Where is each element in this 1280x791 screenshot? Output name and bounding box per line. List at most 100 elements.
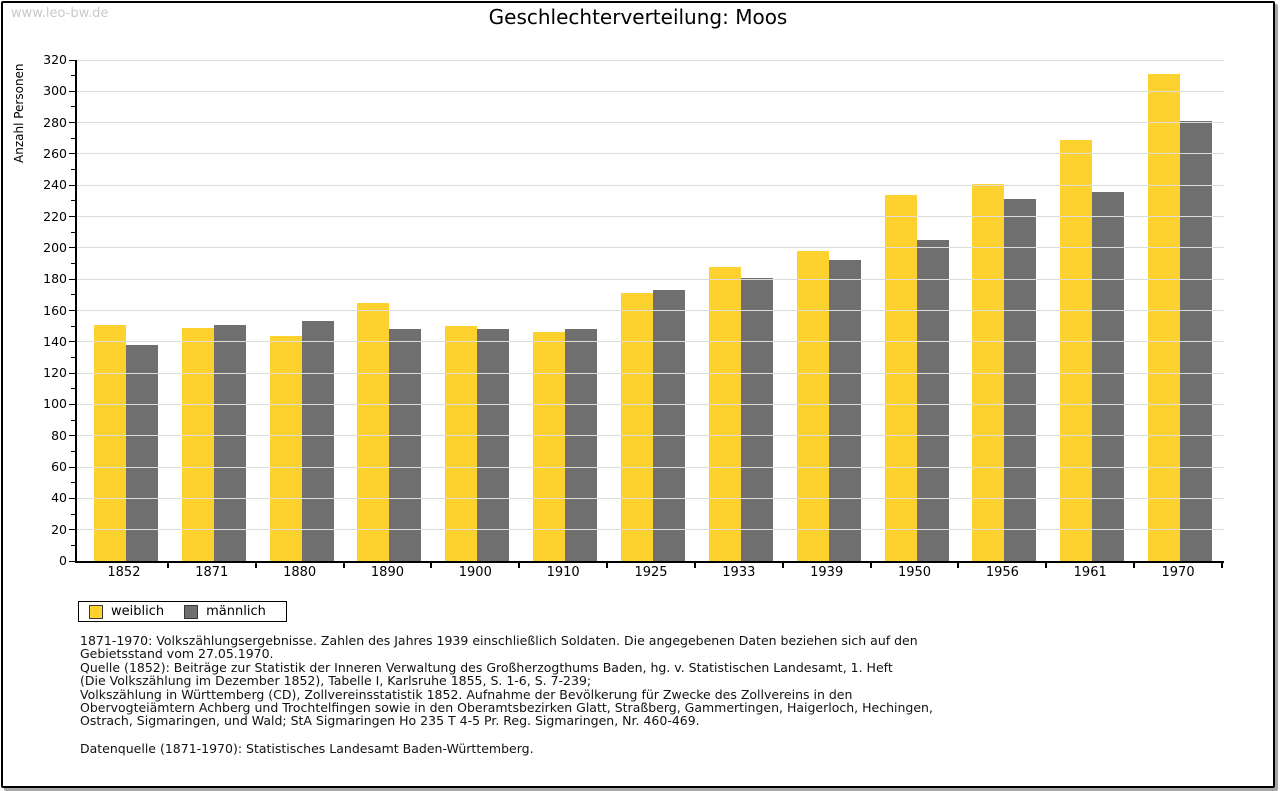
y-major-tick [69,435,75,437]
x-tick-label: 1933 [722,565,756,580]
bar-group-1910 [521,60,609,561]
y-tick-label: 260 [43,145,67,161]
y-tick-label: 220 [43,208,67,224]
footnote-line: Volkszählung in Württemberg (CD), Zollve… [80,686,853,702]
y-tick-label: 140 [43,333,67,349]
legend-label: männlich [206,604,266,619]
y-minor-tick [71,325,75,327]
y-tick-label: 60 [51,459,67,475]
x-tick [1045,563,1048,568]
bar-männlich-1925 [652,290,685,561]
bar-group-1890 [346,60,434,561]
y-major-tick [69,122,75,124]
y-major-tick [69,560,75,562]
gridline [77,122,1224,124]
x-tick [957,563,960,568]
gridline [77,341,1224,343]
bar-group-1871 [170,60,258,561]
bar-weiblich-1890 [357,302,390,561]
y-minor-tick [71,169,75,171]
bar-männlich-1939 [828,260,861,561]
bar-weiblich-1933 [708,266,741,561]
y-minor-tick [71,450,75,452]
y-minor-tick [71,137,75,139]
y-major-tick [69,497,75,499]
y-tick-label: 0 [59,553,67,568]
bar-weiblich-1970 [1148,74,1181,561]
x-tick [693,563,696,568]
y-minor-tick [71,75,75,77]
y-major-tick [69,247,75,249]
gridline [77,497,1224,499]
chart-title: Geschlechterverteilung: Moos [488,5,788,29]
y-major-tick [69,341,75,343]
datasource-line: Datenquelle (1871-1970): Statistisches L… [80,740,534,756]
x-tick-label: 1910 [546,565,580,580]
bar-weiblich-1950 [884,194,917,561]
y-major-tick [69,153,75,155]
y-minor-tick [71,388,75,390]
bar-weiblich-1880 [269,335,302,561]
x-tick-label: 1956 [985,565,1019,580]
x-tick-label: 1890 [370,565,404,580]
gridline [77,466,1224,468]
x-tick-label: 1900 [458,565,492,580]
x-axis-labels: 1852 1871 1880 1890 1900 1910 1925 1933 1939 1950… [80,565,1222,580]
legend-swatch-weiblich [89,604,103,619]
x-tick-label: 1880 [283,565,317,580]
legend-label: weiblich [111,604,165,619]
bar-männlich-1880 [301,321,334,561]
bar-group-1933 [697,60,785,561]
y-minor-tick [71,482,75,484]
x-tick [518,563,521,568]
x-tick [1221,563,1223,568]
y-major-tick [69,372,75,374]
x-tick-label: 1939 [810,565,844,580]
y-minor-tick [71,356,75,358]
bar-männlich-1950 [916,240,949,561]
gridline [77,403,1224,405]
bar-weiblich-1910 [533,332,566,561]
x-tick-label: 1871 [195,565,229,580]
bar-weiblich-1925 [620,293,653,561]
x-tick-label: 1925 [634,565,668,580]
x-tick [166,563,169,568]
y-tick-label: 280 [43,114,67,130]
bar-weiblich-1871 [181,327,214,561]
y-tick-label: 120 [43,365,67,381]
y-tick-label: 20 [51,521,67,537]
footnote-lines: 1871-1970: Volkszählungsergebnisse. Zahl… [80,634,933,728]
bar-männlich-1910 [565,329,598,561]
y-major-tick [69,466,75,468]
y-minor-tick [71,419,75,421]
bar-group-1970 [1136,60,1224,561]
bar-männlich-1871 [213,324,246,561]
gridline [77,216,1224,218]
bar-weiblich-1900 [445,326,478,561]
bar-weiblich-1939 [796,251,829,561]
footnotes: 1871-1970: Volkszählungsergebnisse. Zahl… [80,634,933,756]
footnote-line: Obervogteiämtern Achberg und Trochtelfin… [80,700,933,716]
x-tick-label: 1950 [897,565,932,580]
y-minor-tick [71,200,75,202]
x-tick [1133,563,1136,568]
x-tick [869,563,872,568]
gridline [77,247,1224,249]
y-major-tick [69,90,75,92]
y-tick-label: 300 [43,83,67,99]
gridline [77,372,1224,374]
y-minor-tick [71,294,75,296]
bar-weiblich-1852 [93,324,126,561]
x-tick [781,563,784,568]
bar-männlich-1970 [1180,121,1213,561]
y-tick-label: 160 [43,302,67,318]
gridline [77,310,1224,311]
y-tick-label: 100 [43,396,67,412]
footnote-line: Ostrach, Sigmaringen, und Wald; StA Sigm… [80,713,700,729]
x-tick [606,563,609,568]
bar-weiblich-1961 [1060,139,1093,561]
legend: weiblich männlich [78,601,287,622]
gridline [77,184,1224,186]
legend-swatch-männlich [184,604,199,619]
